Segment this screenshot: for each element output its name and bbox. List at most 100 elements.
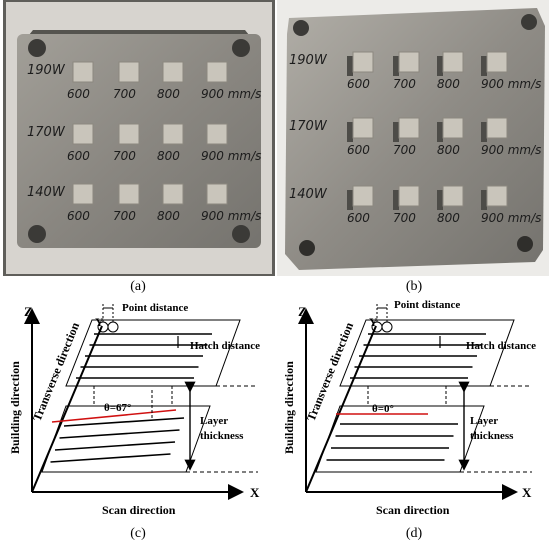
diagram-c: Z X Y Building direction Transverse dire… [4,294,274,520]
y-axis-label: Y [369,315,378,329]
transverse-direction-label: Transverse direction [30,320,83,423]
sample-cube [72,61,94,83]
angle-label: θ=0° [372,403,394,415]
laser-spot [107,321,119,333]
cube-shadow [347,122,353,142]
laser-spot [381,321,393,333]
sample-cube [442,117,464,139]
sample-cube [206,61,228,83]
hatch-line [59,429,180,439]
scan-direction-label: Scan direction [376,503,450,517]
y-axis-label: Y [95,315,104,329]
point-distance-label: Point distance [122,302,188,314]
scan-speed-label: 800 [437,143,460,157]
y-axis [305,325,377,493]
scan-speed-label: 900 mm/s [201,209,261,223]
z-axis-label: Z [298,304,307,319]
scan-speed-label: 800 [157,87,180,101]
sample-cube [486,51,508,73]
laser-power-label: 190W [289,53,328,68]
laser-power-label: 140W [289,187,328,202]
scan-direction-label: Scan direction [102,503,176,517]
sample-cube [486,185,508,207]
sample-cube [352,51,374,73]
sample-cube [398,51,420,73]
cube-shadow [481,190,487,210]
laser-power-label: 170W [27,125,66,140]
scan-speed-label: 700 [393,143,416,157]
scan-speed-label: 900 mm/s [201,149,261,163]
cube-shadow [393,190,399,210]
cube-shadow [393,122,399,142]
scan-speed-label: 900 mm/s [481,211,541,225]
photo-b-build-plate: 190W 600 700 800 900 mm/s 170W 600 700 800 900 mm… [277,0,549,276]
scan-speed-label: 600 [67,149,90,163]
cube-shadow [347,190,353,210]
sample-cube [162,183,184,205]
upper-layer [65,319,241,387]
cube-shadow [437,190,443,210]
hatch-line [54,441,176,451]
scan-speed-label: 600 [347,211,370,225]
scan-speed-label: 800 [437,77,460,91]
cube-shadow [481,56,487,76]
scan-speed-label: 700 [393,211,416,225]
sample-cube [118,123,140,145]
laser-power-label: 170W [289,119,328,134]
scan-speed-label: 700 [113,87,136,101]
sample-cube [162,123,184,145]
caption-b: (b) [405,279,423,294]
cube-shadow [437,56,443,76]
scan-speed-label: 600 [67,209,90,223]
scan-speed-label: 600 [347,143,370,157]
upper-layer [339,319,515,387]
sample-cube [206,183,228,205]
transverse-direction-label: Transverse direction [304,320,357,423]
x-axis-label: X [522,485,532,500]
point-distance-label: Point distance [394,299,460,311]
layer-thickness-label-line2: thickness [200,430,244,442]
sample-cube [442,51,464,73]
caption-c: (c) [130,526,146,541]
sample-cube [206,123,228,145]
lower-layer [315,405,485,473]
hatch-line [63,417,185,427]
sample-cube [118,183,140,205]
scan-angle-line [51,409,177,423]
lower-layer [41,405,211,473]
diagram-d: Z X Y Building direction Transverse dire… [278,294,548,520]
sample-cube [162,61,184,83]
scan-speed-label: 800 [437,211,460,225]
sample-cube [486,117,508,139]
angle-label: θ=67° [104,402,131,414]
hatch-distance-label: Hatch distance [466,340,536,352]
hatch-distance-label: Hatch distance [190,340,260,352]
sample-cube [352,185,374,207]
building-direction-label: Building direction [8,361,22,454]
scan-speed-label: 700 [393,77,416,91]
sample-cube [72,123,94,145]
sample-cube [442,185,464,207]
laser-power-label: 190W [27,63,66,78]
sample-cube [398,117,420,139]
scan-speed-label: 600 [347,77,370,91]
scan-speed-label: 600 [67,87,90,101]
scan-speed-label: 700 [113,149,136,163]
sample-cube [118,61,140,83]
layer-thickness-label-line1: Layer [200,415,228,427]
caption-a: (a) [130,279,146,294]
sample-cube [398,185,420,207]
caption-d: (d) [405,526,423,541]
plate-b [285,8,545,270]
scan-speed-label: 800 [157,149,180,163]
sample-cube [72,183,94,205]
cube-shadow [437,122,443,142]
sample-cube [352,117,374,139]
cube-shadow [347,56,353,76]
x-axis-label: X [250,485,260,500]
layer-thickness-label-line1: Layer [470,415,498,427]
scan-speed-label: 900 mm/s [201,87,261,101]
cube-shadow [393,56,399,76]
photo-a-build-plate: 190W 600 700 800 900 mm/s 170W 600 700 800 900 mm… [3,0,275,276]
building-direction-label: Building direction [282,361,296,454]
